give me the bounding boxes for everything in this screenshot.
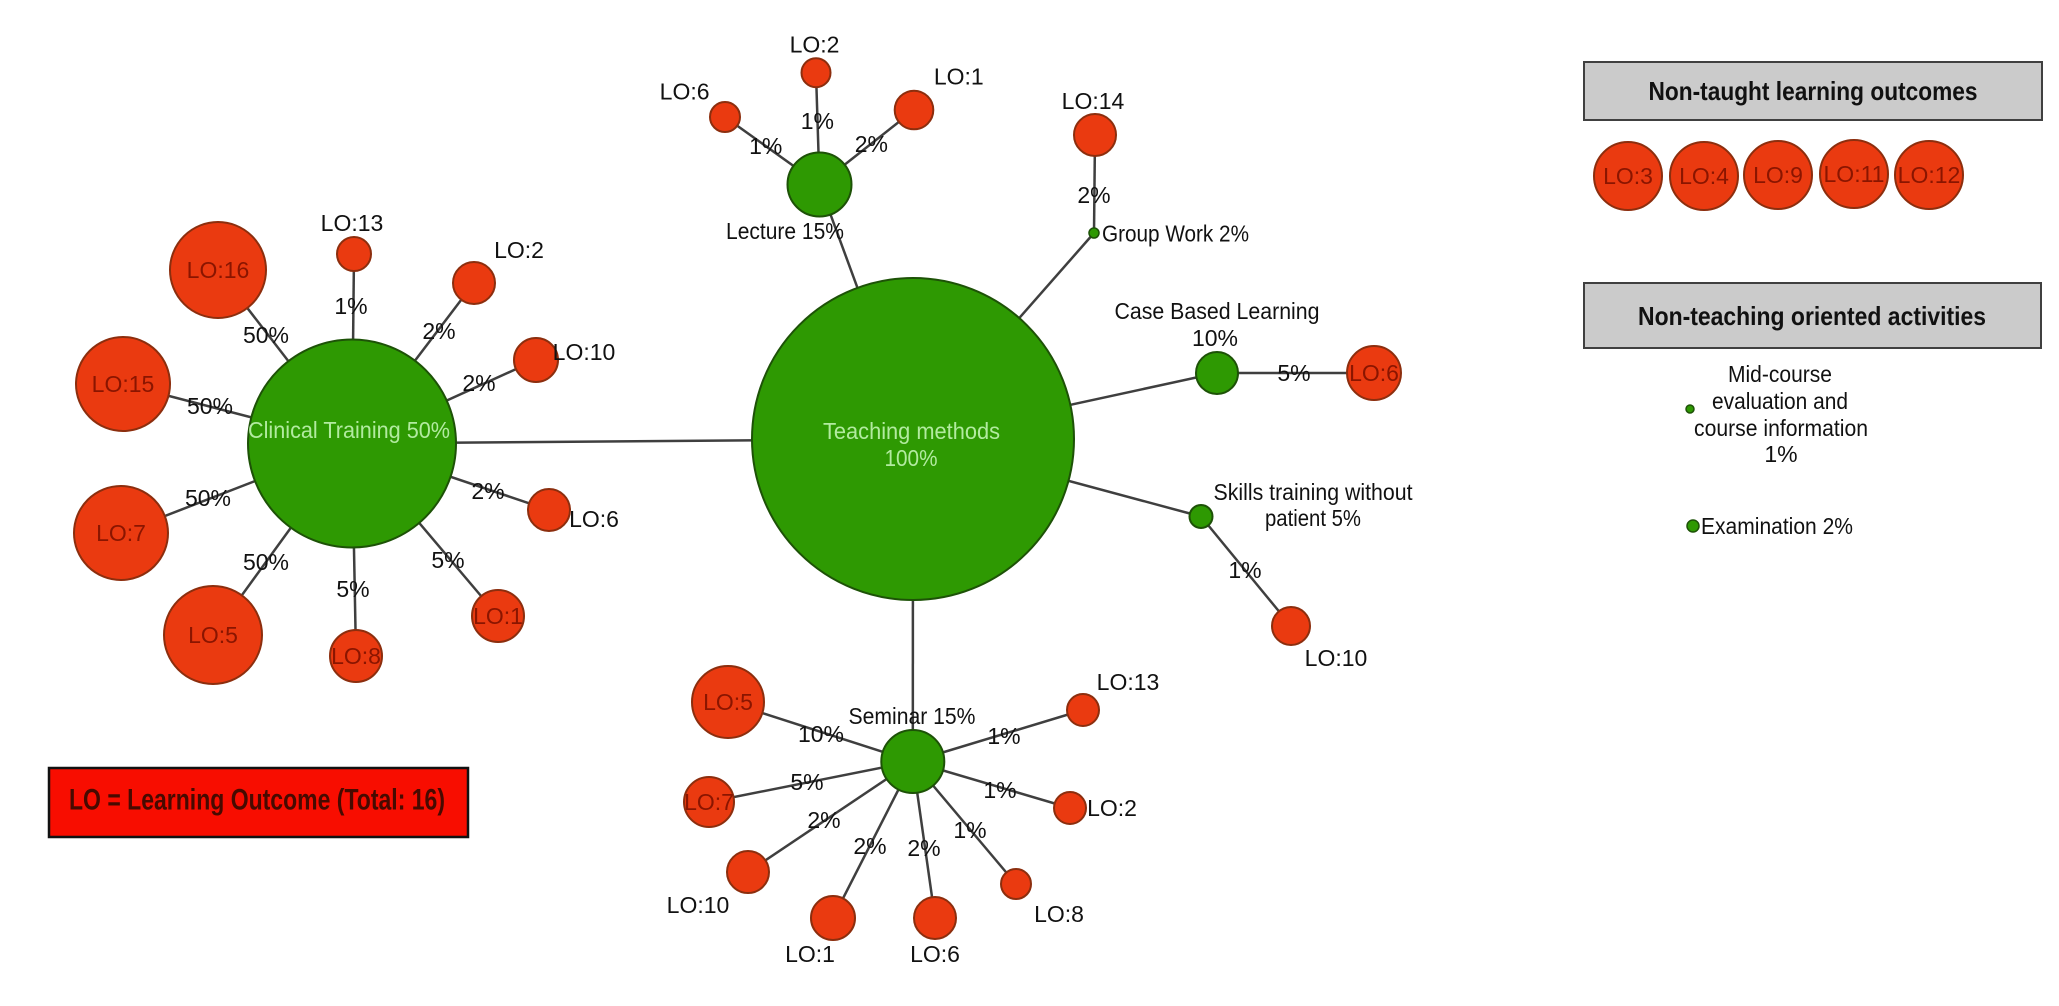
svg-text:2%: 2% <box>855 131 888 157</box>
svg-text:2%: 2% <box>422 318 455 344</box>
svg-text:LO:3: LO:3 <box>1603 163 1653 189</box>
svg-text:LO:13: LO:13 <box>321 210 384 236</box>
svg-text:LO:15: LO:15 <box>92 371 155 397</box>
svg-text:1%: 1% <box>953 817 986 843</box>
svg-text:LO:10: LO:10 <box>553 339 616 365</box>
svg-text:Non-taught learning outcomes: Non-taught learning outcomes <box>1649 76 1978 106</box>
svg-text:5%: 5% <box>336 576 369 602</box>
svg-text:2%: 2% <box>853 833 886 859</box>
svg-text:50%: 50% <box>243 549 289 575</box>
svg-text:5%: 5% <box>1277 360 1310 386</box>
svg-text:10%: 10% <box>798 721 844 747</box>
svg-text:LO:2: LO:2 <box>1087 795 1137 821</box>
svg-text:Clinical Training 50%: Clinical Training 50% <box>248 417 450 443</box>
svg-text:50%: 50% <box>185 485 231 511</box>
svg-text:2%: 2% <box>462 370 495 396</box>
svg-text:Non-teaching oriented activiti: Non-teaching oriented activities <box>1638 301 1986 331</box>
svg-text:LO:16: LO:16 <box>187 257 250 283</box>
svg-text:LO:10: LO:10 <box>667 892 730 918</box>
svg-text:evaluation and: evaluation and <box>1712 388 1848 414</box>
svg-text:2%: 2% <box>907 835 940 861</box>
svg-text:2%: 2% <box>807 807 840 833</box>
svg-text:LO:1: LO:1 <box>934 64 984 90</box>
svg-text:Skills training without: Skills training without <box>1214 479 1414 505</box>
svg-text:LO:8: LO:8 <box>331 643 381 669</box>
svg-text:Mid-course: Mid-course <box>1728 361 1832 387</box>
svg-text:Case Based Learning: Case Based Learning <box>1115 298 1320 324</box>
svg-text:LO:6: LO:6 <box>910 941 960 967</box>
svg-text:1%: 1% <box>987 723 1020 749</box>
svg-text:LO:6: LO:6 <box>1349 360 1399 386</box>
svg-text:LO:10: LO:10 <box>1305 645 1368 671</box>
svg-text:LO:7: LO:7 <box>684 789 734 815</box>
svg-text:2%: 2% <box>1077 182 1110 208</box>
svg-text:5%: 5% <box>790 769 823 795</box>
svg-text:LO:2: LO:2 <box>790 32 840 58</box>
svg-text:10%: 10% <box>1192 325 1238 351</box>
svg-text:LO:2: LO:2 <box>494 237 544 263</box>
svg-text:LO:1: LO:1 <box>785 941 835 967</box>
svg-text:5%: 5% <box>431 547 464 573</box>
svg-text:2%: 2% <box>471 478 504 504</box>
svg-text:50%: 50% <box>187 393 233 419</box>
svg-text:50%: 50% <box>243 322 289 348</box>
svg-text:1%: 1% <box>749 133 782 159</box>
svg-text:1%: 1% <box>983 777 1016 803</box>
svg-text:1%: 1% <box>1228 557 1261 583</box>
svg-text:1%: 1% <box>1764 441 1797 467</box>
svg-text:LO:12: LO:12 <box>1898 162 1961 188</box>
svg-text:LO:8: LO:8 <box>1034 901 1084 927</box>
svg-text:LO:13: LO:13 <box>1097 669 1160 695</box>
svg-text:1%: 1% <box>801 108 834 134</box>
svg-text:100%: 100% <box>885 445 938 471</box>
svg-text:Teaching methods: Teaching methods <box>823 418 1000 444</box>
svg-text:LO:6: LO:6 <box>569 506 619 532</box>
svg-text:LO = Learning Outcome (Total:: LO = Learning Outcome (Total: 16) <box>69 784 445 817</box>
svg-text:course information: course information <box>1694 415 1868 441</box>
svg-text:Group Work 2%: Group Work 2% <box>1102 221 1249 247</box>
svg-text:LO:11: LO:11 <box>1824 161 1885 187</box>
svg-text:LO:1: LO:1 <box>473 603 523 629</box>
svg-text:Examination 2%: Examination 2% <box>1701 513 1853 539</box>
svg-text:LO:6: LO:6 <box>660 79 710 105</box>
svg-text:LO:5: LO:5 <box>188 622 238 648</box>
svg-text:Seminar 15%: Seminar 15% <box>849 703 976 729</box>
svg-text:LO:9: LO:9 <box>1753 162 1803 188</box>
svg-text:LO:4: LO:4 <box>1679 163 1729 189</box>
svg-text:LO:14: LO:14 <box>1062 88 1125 114</box>
svg-text:LO:5: LO:5 <box>703 689 753 715</box>
svg-text:patient 5%: patient 5% <box>1265 505 1361 531</box>
svg-text:Lecture 15%: Lecture 15% <box>726 218 844 244</box>
svg-text:LO:7: LO:7 <box>96 520 146 546</box>
svg-text:1%: 1% <box>334 293 367 319</box>
